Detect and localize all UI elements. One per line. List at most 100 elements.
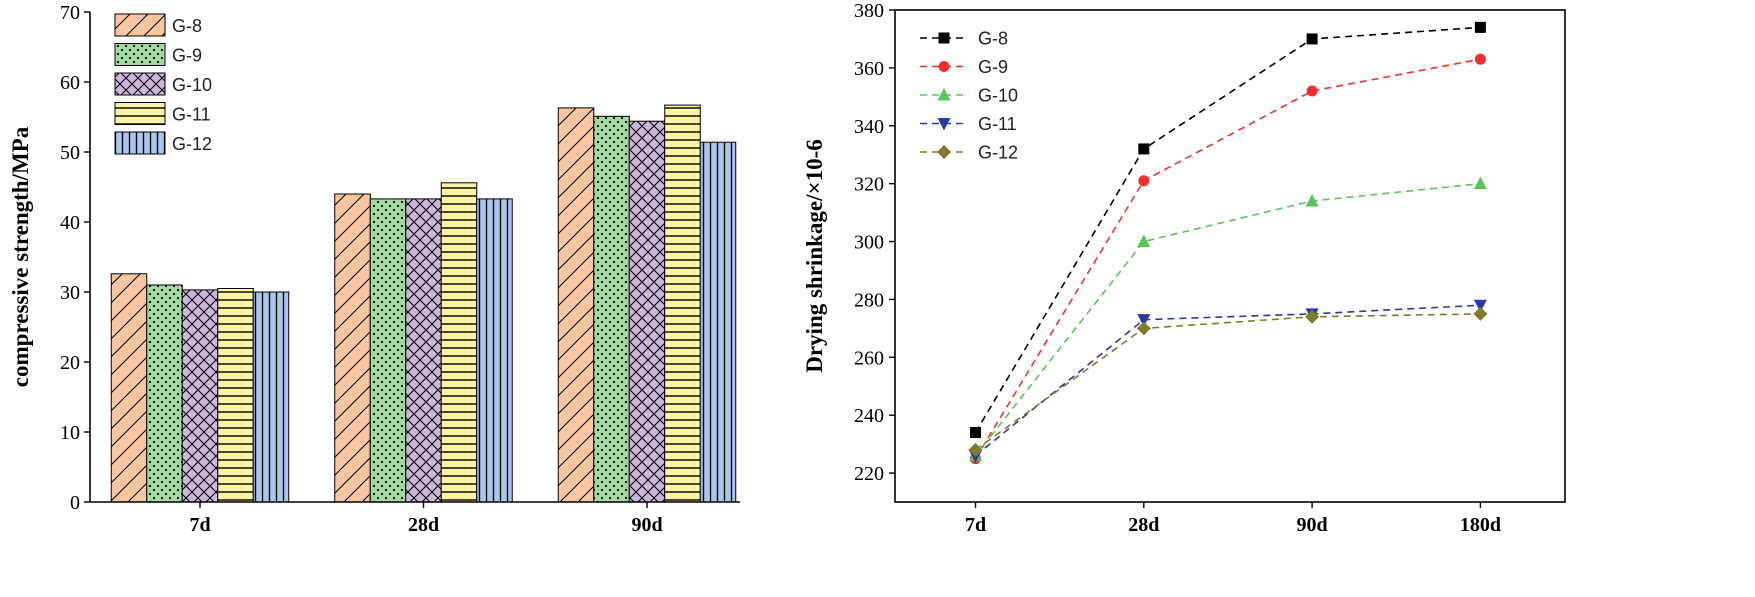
bar-g-11-28d	[440, 182, 478, 503]
bar-g-8-90d	[557, 107, 595, 503]
y-tick-label-320: 320	[854, 174, 884, 196]
line-g-10	[974, 182, 1481, 457]
legend-label-g-8: G-8	[978, 29, 1008, 49]
x-tick-label-28d: 28d	[1128, 514, 1159, 536]
y-axis-label: compressive strength/MPa	[8, 126, 33, 387]
x-tick-label-180d: 180d	[1460, 514, 1501, 536]
y-tick-label-50: 50	[60, 142, 80, 164]
line-series-g-8	[970, 21, 1486, 439]
marker-g-8-180d	[1474, 21, 1486, 33]
x-tick-label-28d: 28d	[408, 514, 439, 536]
legend-item-g-9: G-9	[114, 43, 202, 66]
line-g-11	[974, 304, 1481, 457]
legend-label-g-9: G-9	[172, 46, 202, 66]
bar-g-12-7d	[252, 291, 290, 503]
marker-g-8-90d	[1306, 33, 1318, 45]
legend-swatch-g-11	[114, 102, 166, 125]
legend-item-g-9: G-9	[920, 57, 1008, 77]
y-axis-label: Drying shrinkage/×10-6	[802, 139, 827, 373]
y-tick-label-70: 70	[60, 2, 80, 24]
marker-g-11-28d	[1137, 314, 1151, 327]
bar-series-g-11	[217, 104, 701, 503]
y-tick-label-20: 20	[60, 352, 80, 374]
legend-item-g-8: G-8	[114, 13, 202, 37]
bar-g-12-90d	[699, 141, 737, 503]
marker-g-11-180d	[1473, 299, 1487, 313]
bar-g-10-28d	[405, 198, 442, 503]
legend-swatch-g-12	[114, 131, 166, 155]
bar-g-12-28d	[476, 198, 513, 503]
legend-marker-g-12	[937, 145, 951, 159]
legend-item-g-11: G-11	[114, 102, 211, 125]
y-tick-label-360: 360	[854, 58, 884, 80]
bar-series-g-10	[181, 120, 666, 503]
bar-series-g-9	[146, 115, 630, 503]
y-tick-label-300: 300	[854, 232, 884, 254]
marker-g-9-180d	[1474, 53, 1486, 65]
legend-swatch-g-10	[114, 72, 166, 96]
marker-g-12-90d	[1305, 309, 1320, 324]
y-tick-label-380: 380	[854, 0, 884, 22]
marker-g-10-28d	[1137, 234, 1151, 248]
y-tick-label-220: 220	[854, 463, 884, 485]
legend-label-g-9: G-9	[978, 57, 1008, 77]
legend-label-g-10: G-10	[172, 75, 212, 95]
marker-g-12-28d	[1136, 321, 1151, 336]
marker-g-10-90d	[1305, 194, 1319, 207]
bar-series-g-8	[110, 107, 595, 503]
marker-g-10-180d	[1473, 176, 1487, 190]
y-tick-label-10: 10	[60, 422, 80, 444]
legend-item-g-11: G-11	[920, 114, 1017, 134]
legend-item-g-10: G-10	[920, 86, 1018, 106]
legend-label-g-10: G-10	[978, 86, 1018, 106]
legend-swatch-g-9	[114, 43, 166, 66]
legend-item-g-12: G-12	[114, 131, 212, 155]
plot-frame	[894, 9, 1566, 503]
legend-label-g-12: G-12	[172, 134, 212, 154]
y-tick-label-280: 280	[854, 289, 884, 311]
bar-g-9-28d	[369, 198, 407, 503]
marker-g-8-28d	[1138, 143, 1150, 155]
marker-g-12-180d	[1473, 306, 1488, 321]
bar-g-10-90d	[628, 120, 666, 503]
marker-g-9-90d	[1306, 85, 1318, 97]
bar-g-11-7d	[217, 288, 254, 503]
line-g-8	[974, 26, 1481, 433]
legend-item-g-10: G-10	[114, 72, 212, 96]
legend-marker-g-10	[937, 88, 951, 101]
x-tick-label-90d: 90d	[1297, 514, 1328, 536]
bar-g-9-90d	[593, 115, 630, 503]
legend-marker-g-9	[938, 61, 950, 72]
y-tick-label-30: 30	[60, 282, 80, 304]
marker-g-9-28d	[1138, 175, 1150, 187]
x-tick-label-90d: 90d	[631, 514, 662, 536]
y-tick-label-260: 260	[854, 347, 884, 369]
y-tick-label-240: 240	[854, 405, 884, 427]
y-tick-label-40: 40	[60, 212, 80, 234]
line-series-g-12	[968, 306, 1488, 457]
marker-g-8-7d	[970, 427, 981, 439]
legend-item-g-8: G-8	[920, 29, 1008, 49]
legend-label-g-12: G-12	[978, 143, 1018, 163]
legend-label-g-11: G-11	[172, 105, 211, 125]
legend-marker-g-11	[937, 118, 951, 131]
bar-g-10-7d	[181, 289, 219, 503]
marker-g-12-7d	[968, 442, 983, 457]
legend-label-g-8: G-8	[172, 16, 202, 36]
bar-g-8-28d	[334, 193, 371, 503]
compressive-strength-chart: 0 10 20 30 40 50 60 70 7d 28d 90d G-8 G-9 G-10 G-11 G-1…	[8, 2, 740, 536]
bar-g-8-7d	[110, 273, 148, 503]
legend: G-8 G-9 G-10 G-11 G-12	[114, 13, 212, 155]
legend-item-g-12: G-12	[920, 143, 1018, 163]
y-tick-label-60: 60	[60, 72, 80, 94]
legend: G-8 G-9 G-10 G-11 G-12	[920, 29, 1018, 163]
bar-g-11-90d	[664, 104, 701, 503]
legend-marker-g-8	[938, 32, 950, 44]
legend-swatch-g-8	[114, 13, 166, 37]
bar-g-9-7d	[146, 284, 183, 503]
x-tick-label-7d: 7d	[965, 514, 986, 536]
drying-shrinkage-chart: 220 240 260 280 300 320 340 360 380 7d 28d 90d 180d G…	[802, 0, 1566, 536]
line-g-12	[975, 313, 1481, 451]
